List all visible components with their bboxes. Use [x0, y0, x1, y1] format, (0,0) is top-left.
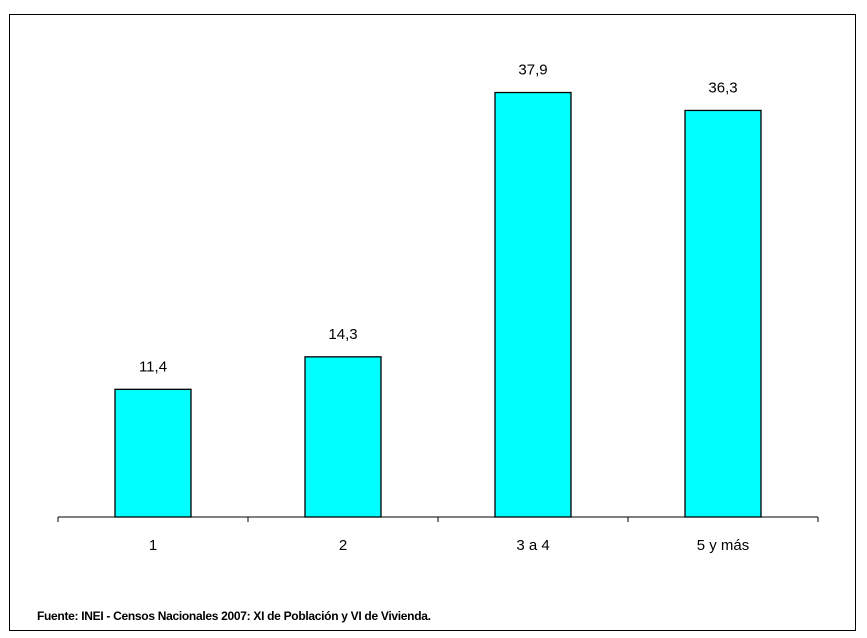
bar-value-label: 37,9 [518, 62, 547, 79]
bar [304, 356, 382, 518]
x-axis [57, 516, 819, 522]
bar-value-label: 11,4 [139, 358, 167, 375]
bar [494, 91, 572, 518]
labels-layer: 11,4 1 14,3 2 37,9 3 a 4 36,3 5 y más [139, 62, 749, 554]
bar [114, 388, 192, 518]
x-tick-label: 2 [339, 537, 347, 554]
chart-frame: 11,4 1 14,3 2 37,9 3 a 4 36,3 5 y más Fuente: I… [9, 14, 856, 631]
bar-chart: 11,4 1 14,3 2 37,9 3 a 4 36,3 5 y más [57, 62, 819, 554]
x-tick-label: 3 a 4 [516, 537, 549, 554]
bar [684, 109, 762, 518]
bar-value-label: 36,3 [708, 79, 737, 96]
bar-value-label: 14,3 [328, 326, 357, 343]
source-note: Fuente: INEI - Censos Nacionales 2007: X… [37, 609, 431, 623]
bars-layer [114, 91, 762, 518]
x-tick-label: 1 [149, 537, 157, 554]
x-tick-label: 5 y más [697, 537, 750, 554]
